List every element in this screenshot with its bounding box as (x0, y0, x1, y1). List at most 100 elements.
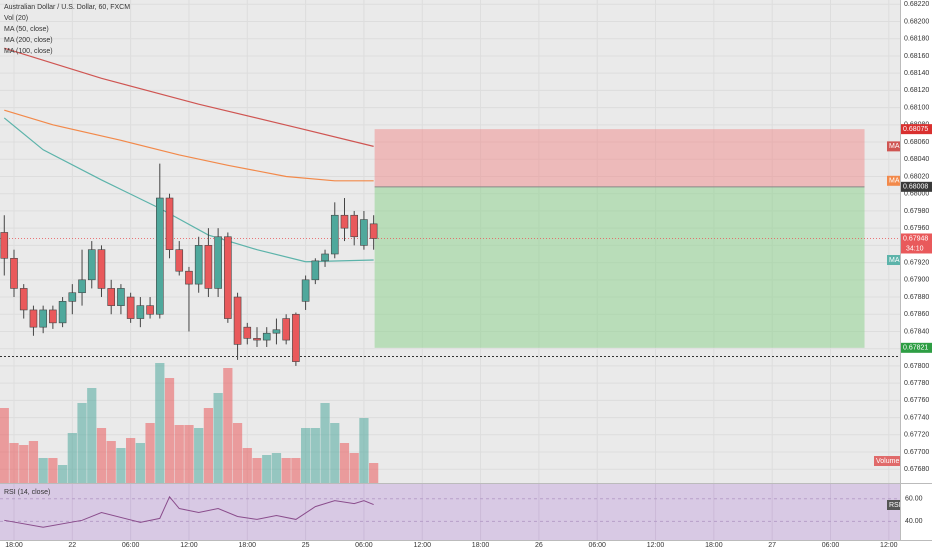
y-tick-label: 0.68020 (904, 173, 929, 180)
candle-body (10, 257, 18, 289)
moving-average (3, 117, 374, 263)
volume-bar (0, 408, 9, 483)
candle-body (165, 197, 174, 250)
countdown: 34:10 (906, 245, 924, 252)
candle-body (253, 338, 261, 341)
volume-bar (96, 428, 107, 483)
rsi-tick-label: 60.00 (905, 496, 923, 503)
volume-bar (28, 441, 39, 483)
candle-body (68, 292, 77, 302)
chart-title: Australian Dollar / U.S. Dollar, 60, FXC… (4, 4, 130, 11)
volume-bar (369, 463, 379, 483)
volume-bar (242, 448, 252, 483)
candle-body (107, 288, 115, 306)
y-tick-label: 0.68160 (904, 53, 929, 60)
volume-bar (349, 453, 359, 483)
x-tick-label: 12:00 (180, 542, 198, 549)
volume-bar (145, 423, 155, 483)
volume-bar (194, 428, 204, 483)
axis-tag: MA (889, 143, 900, 150)
candle-body (39, 309, 47, 328)
rsi-legend: RSI (14, close) (4, 489, 50, 496)
axis-tag: MA (889, 178, 900, 185)
volume-bar (155, 363, 165, 483)
y-tick-label: 0.68220 (904, 1, 929, 8)
moving-average (4, 47, 374, 147)
candle-body (233, 296, 242, 345)
candle-body (29, 309, 38, 328)
y-tick-label: 0.67740 (904, 414, 929, 421)
x-tick-label: 06:00 (122, 542, 140, 549)
axis-tag: RSI (889, 502, 901, 509)
volume-bar (271, 453, 282, 483)
y-tick-label: 0.67900 (904, 277, 929, 284)
volume-bar (135, 443, 145, 483)
rsi-pane (0, 484, 900, 540)
x-tick-label: 22 (68, 542, 76, 549)
volume-bar (359, 418, 369, 483)
candle-body (194, 245, 203, 285)
axis-tag-bg (887, 141, 900, 152)
y-tick-label: 0.67920 (904, 259, 929, 266)
axis-tag: 0.67821 (903, 345, 928, 352)
y-tick-label: 0.68140 (904, 70, 929, 77)
axis-tag: 0.68008 (903, 184, 928, 191)
axis-tag-bg (901, 233, 932, 244)
axis-tag-bg (901, 124, 932, 135)
volume-bar (281, 458, 291, 483)
axis-tag: Volume (876, 458, 899, 465)
volume-bar (300, 428, 311, 483)
volume-bar (116, 448, 126, 483)
x-tick-label: 18:00 (239, 542, 257, 549)
volume-bar (223, 368, 233, 483)
legend-entry: Vol (20) (4, 15, 28, 22)
legend-entry: MA (100, close) (4, 48, 53, 55)
labels: Australian Dollar / U.S. Dollar, 60, FXC… (4, 1, 932, 549)
candle-body (58, 301, 67, 324)
volume-bar (252, 458, 262, 483)
y-tick-label: 0.67800 (904, 363, 929, 370)
y-tick-label: 0.67880 (904, 294, 929, 301)
y-tick-label: 0.68060 (904, 139, 929, 146)
candle-body (243, 326, 252, 339)
candle-body (49, 309, 57, 324)
x-tick-label: 27 (768, 542, 776, 549)
legend-entry: MA (50, close) (4, 26, 49, 33)
y-tick-label: 0.67980 (904, 208, 929, 215)
x-tick-label: 12:00 (880, 542, 898, 549)
y-tick-label: 0.68040 (904, 156, 929, 163)
volume-bar (87, 388, 97, 483)
y-tick-label: 0.68100 (904, 104, 929, 111)
candle-body (262, 332, 271, 341)
y-tick-label: 0.67700 (904, 449, 929, 456)
axis-tag-bg (887, 175, 900, 186)
volume-bar (126, 438, 136, 483)
axis-tag-bg (887, 500, 900, 510)
marks (0, 47, 900, 528)
axis-tag-bg (901, 181, 932, 192)
x-tick-label: 18:00 (472, 542, 490, 549)
axis-tag: MA (889, 257, 900, 264)
y-tick-label: 0.68180 (904, 36, 929, 43)
x-tick-label: 06:00 (822, 542, 840, 549)
x-tick-label: 26 (535, 542, 543, 549)
candle-body (272, 329, 281, 334)
legend-entry: MA (200, close) (4, 37, 53, 44)
candle-body (224, 236, 232, 319)
x-tick-label: 12:00 (413, 542, 431, 549)
candle-body (97, 249, 106, 289)
candle-body (214, 236, 222, 289)
y-tick-label: 0.68200 (904, 18, 929, 25)
y-tick-label: 0.67860 (904, 311, 929, 318)
moving-average (4, 109, 374, 182)
rsi-tick-label: 40.00 (905, 518, 923, 525)
volume-bar (310, 428, 320, 483)
axis-tag: 0.67948 (903, 235, 928, 242)
candle-body (282, 318, 290, 341)
candle-body (0, 232, 9, 259)
candle-body (87, 249, 96, 281)
volume-bar (232, 423, 243, 483)
candle-body (350, 214, 359, 238)
x-tick-label: 18:00 (705, 542, 723, 549)
